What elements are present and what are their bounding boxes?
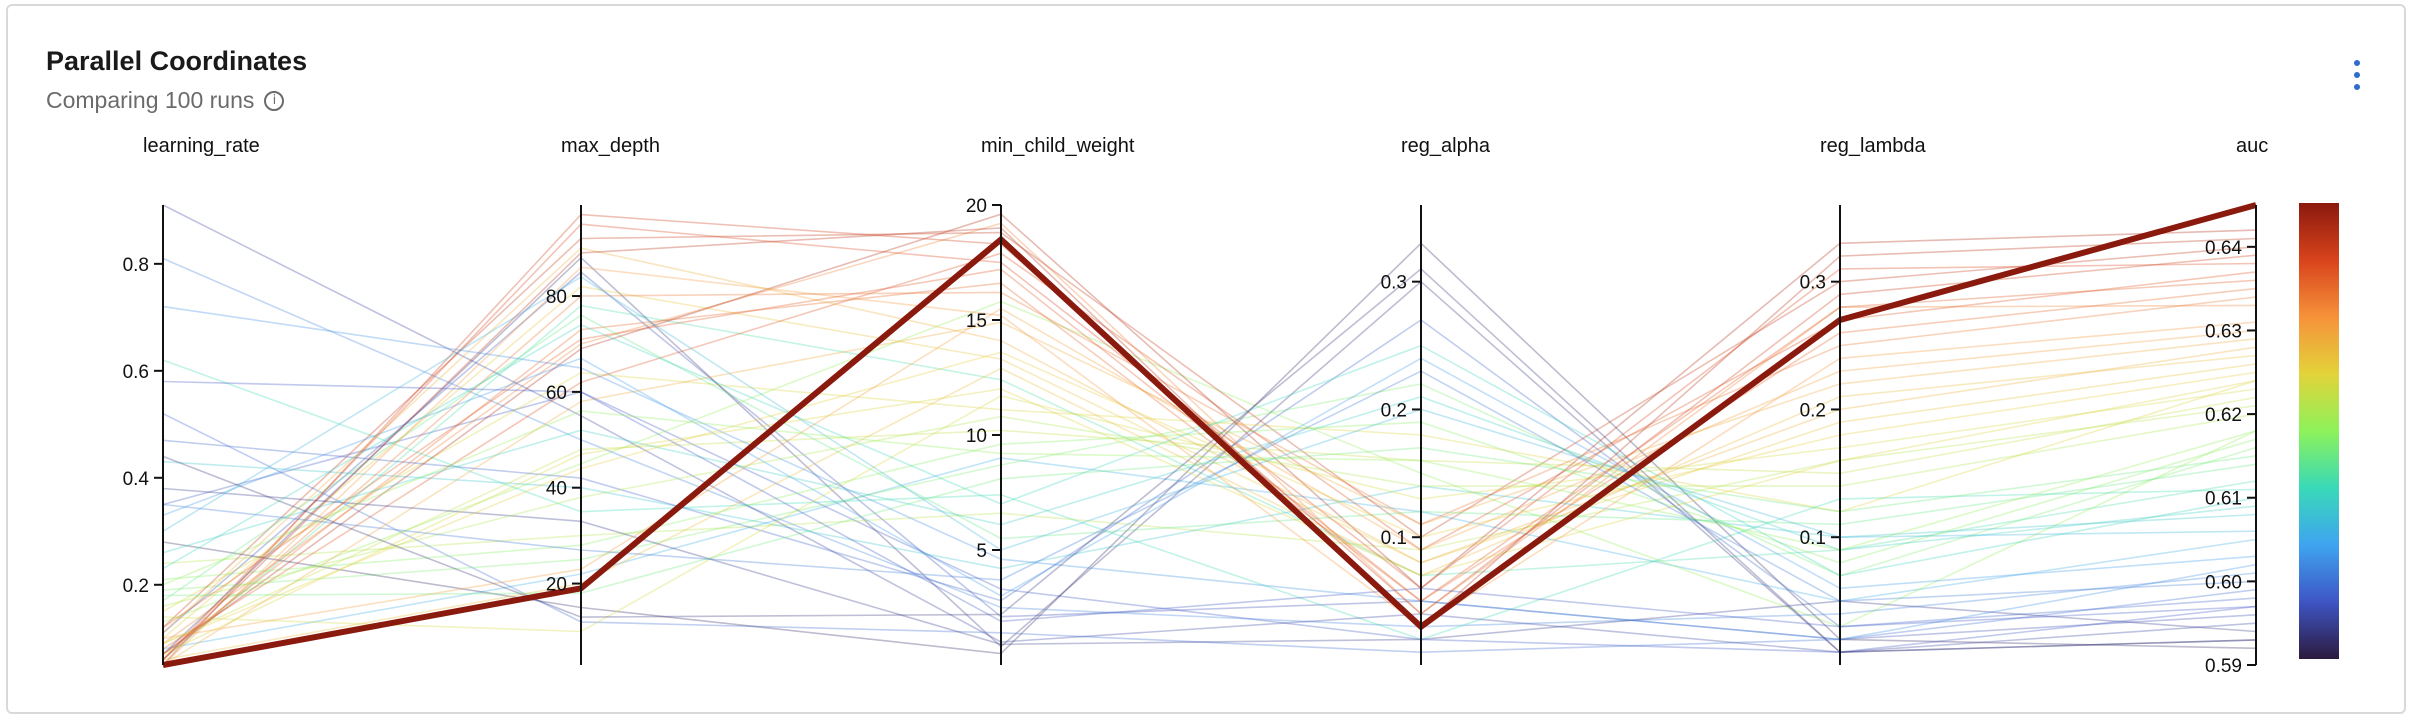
run-line[interactable] bbox=[162, 319, 2257, 628]
axis-label: min_child_weight bbox=[981, 135, 1135, 157]
tick-label: 0.1 bbox=[1800, 528, 1826, 549]
highlighted-run bbox=[162, 202, 2257, 668]
tick-label: 10 bbox=[966, 426, 987, 447]
run-line[interactable] bbox=[162, 252, 2257, 650]
run-line[interactable] bbox=[162, 396, 2257, 645]
run-line[interactable] bbox=[162, 388, 2257, 633]
axis-label: max_depth bbox=[561, 135, 660, 157]
run-line[interactable] bbox=[162, 383, 2257, 591]
run-line[interactable] bbox=[162, 222, 2257, 645]
tick-label: 0.3 bbox=[1381, 273, 1407, 294]
tick-label: 0.6 bbox=[123, 362, 149, 383]
axis-label: reg_lambda bbox=[1820, 135, 1927, 157]
tick-label: 20 bbox=[546, 575, 567, 596]
run-line[interactable] bbox=[162, 242, 2257, 655]
run-line[interactable] bbox=[162, 321, 2257, 666]
tick-label: 0.2 bbox=[123, 576, 149, 597]
tick-label: 20 bbox=[966, 196, 987, 217]
run-line[interactable] bbox=[162, 323, 2257, 577]
run-line[interactable] bbox=[162, 291, 2257, 661]
more-options-button[interactable] bbox=[2338, 56, 2374, 96]
run-line[interactable] bbox=[162, 300, 2257, 628]
run-line[interactable] bbox=[162, 266, 2257, 666]
tick-label: 0.61 bbox=[2205, 489, 2242, 510]
run-line[interactable] bbox=[162, 380, 2257, 628]
colorbar-rect bbox=[2299, 203, 2339, 659]
run-line[interactable] bbox=[162, 404, 2257, 565]
run-line[interactable] bbox=[162, 227, 2257, 661]
run-line[interactable] bbox=[162, 446, 2257, 597]
tick-label: 0.4 bbox=[123, 469, 150, 490]
run-line[interactable] bbox=[162, 247, 2257, 634]
tick-label: 0.3 bbox=[1800, 273, 1826, 294]
colorbar bbox=[2299, 203, 2339, 659]
run-line[interactable] bbox=[162, 314, 2257, 602]
run-line[interactable] bbox=[162, 359, 2257, 641]
chart-title: Parallel Coordinates bbox=[46, 46, 308, 76]
highlighted-run-line[interactable] bbox=[162, 202, 2257, 668]
run-line[interactable] bbox=[162, 487, 2257, 646]
run-line[interactable] bbox=[162, 213, 2257, 655]
run-line[interactable] bbox=[162, 282, 2257, 655]
run-line[interactable] bbox=[162, 391, 2257, 654]
tick-label: 40 bbox=[546, 479, 567, 500]
more-vertical-icon-dot bbox=[2354, 60, 2360, 66]
run-line[interactable] bbox=[162, 354, 2257, 661]
run-line[interactable] bbox=[162, 285, 2257, 639]
tick-label: 0.2 bbox=[1800, 400, 1826, 421]
tick-label: 15 bbox=[966, 311, 987, 332]
run-line[interactable] bbox=[162, 395, 2257, 554]
run-line[interactable] bbox=[162, 357, 2257, 597]
run-line[interactable] bbox=[162, 460, 2257, 570]
run-line[interactable] bbox=[162, 275, 2257, 551]
tick-label: 5 bbox=[976, 541, 987, 562]
run-line[interactable] bbox=[162, 351, 2257, 645]
run-line[interactable] bbox=[162, 370, 2257, 602]
chart-subtitle: Comparing 100 runs i bbox=[46, 87, 285, 114]
run-line[interactable] bbox=[162, 412, 2257, 654]
tick-label: 0.1 bbox=[1381, 528, 1407, 549]
run-line[interactable] bbox=[162, 267, 2257, 654]
run-line[interactable] bbox=[162, 204, 2257, 654]
tick-label: 80 bbox=[546, 287, 567, 308]
run-line[interactable] bbox=[162, 413, 2257, 607]
axis-label: learning_rate bbox=[143, 135, 260, 157]
run-line[interactable] bbox=[162, 231, 2257, 629]
tick-label: 0.63 bbox=[2205, 321, 2242, 342]
tick-label: 0.64 bbox=[2205, 238, 2242, 259]
run-lines bbox=[162, 204, 2257, 666]
tick-label: 0.2 bbox=[1381, 400, 1407, 421]
info-icon[interactable]: i bbox=[264, 90, 285, 111]
axis-label: reg_alpha bbox=[1401, 135, 1491, 157]
tick-label: 0.60 bbox=[2205, 572, 2242, 593]
run-line[interactable] bbox=[162, 305, 2257, 641]
axis-label: auc bbox=[2236, 135, 2268, 157]
run-line[interactable] bbox=[162, 223, 2257, 661]
more-vertical-icon-dot bbox=[2354, 84, 2360, 90]
run-line[interactable] bbox=[162, 271, 2257, 641]
run-line[interactable] bbox=[162, 371, 2257, 613]
run-line[interactable] bbox=[162, 457, 2257, 650]
tick-label: 60 bbox=[546, 383, 567, 404]
chart-card: Parallel Coordinates Comparing 100 runs … bbox=[6, 4, 2406, 714]
runs-count-text: Comparing 100 runs bbox=[46, 87, 255, 113]
run-line[interactable] bbox=[162, 257, 2257, 628]
run-line[interactable] bbox=[162, 379, 2257, 656]
run-line[interactable] bbox=[162, 256, 2257, 655]
run-line[interactable] bbox=[162, 410, 2257, 586]
tick-label: 0.8 bbox=[123, 255, 149, 276]
more-vertical-icon-dot bbox=[2354, 72, 2360, 78]
run-line[interactable] bbox=[162, 304, 2257, 661]
tick-label: 0.62 bbox=[2205, 405, 2242, 426]
axes: learning_rate 0.2 0.4 0.6 0.8 max_depth 20 40 60… bbox=[123, 135, 2269, 677]
tick-label: 0.59 bbox=[2205, 656, 2242, 677]
run-line[interactable] bbox=[162, 213, 2257, 666]
